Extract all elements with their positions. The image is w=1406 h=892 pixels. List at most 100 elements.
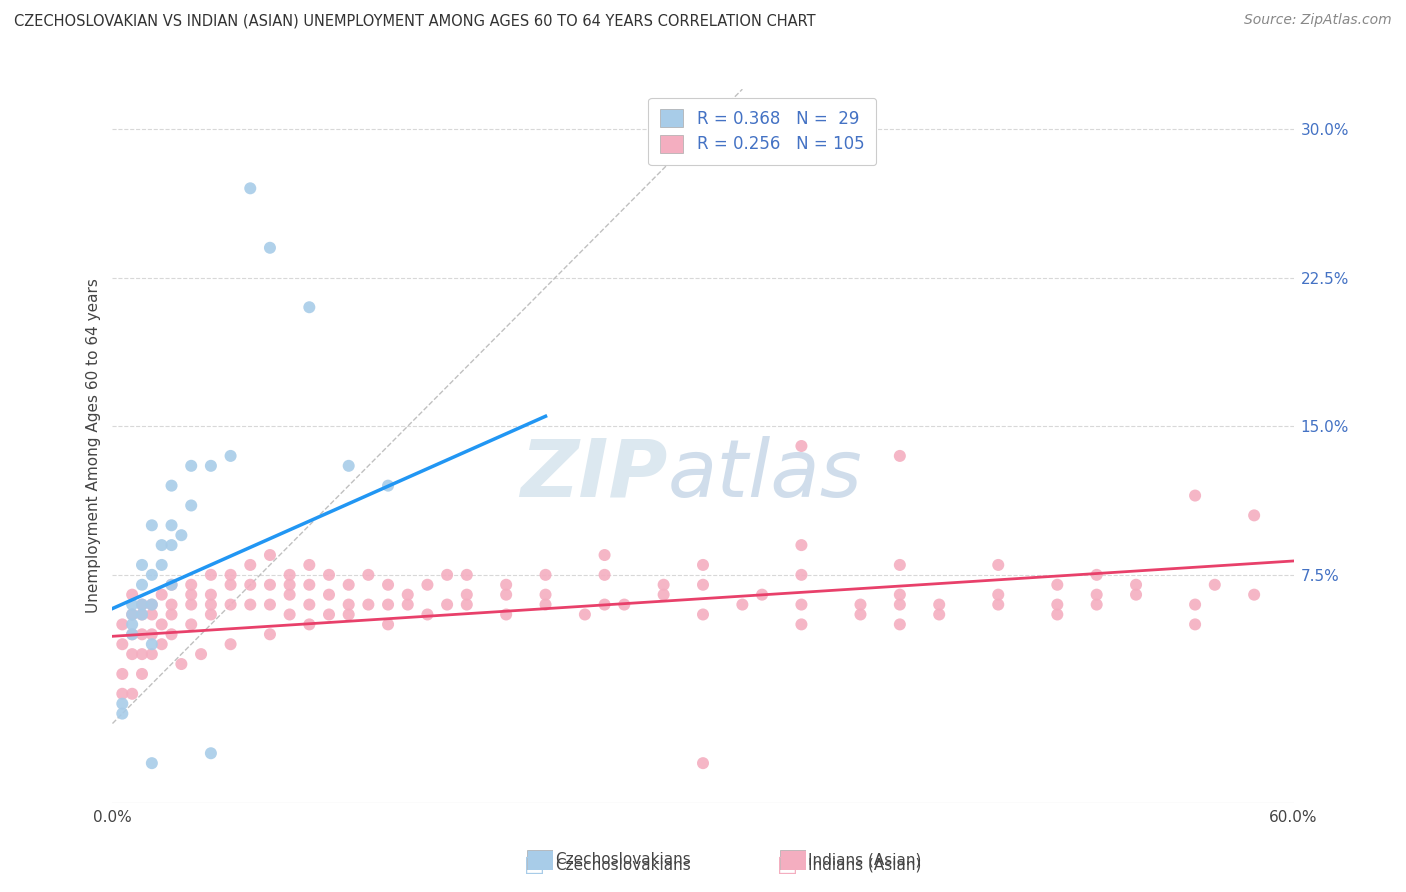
Point	[141, 647, 163, 661]
Point	[298, 300, 321, 314]
Point	[278, 588, 301, 602]
Point	[160, 627, 183, 641]
Point	[337, 598, 360, 612]
Point	[1085, 598, 1108, 612]
Point	[337, 607, 360, 622]
Point	[131, 558, 153, 572]
Point	[298, 617, 321, 632]
Point	[318, 588, 340, 602]
Point	[131, 598, 153, 612]
Point	[1204, 578, 1226, 592]
Point	[131, 578, 153, 592]
Point	[239, 598, 262, 612]
Text: CZECHOSLOVAKIAN VS INDIAN (ASIAN) UNEMPLOYMENT AMONG AGES 60 TO 64 YEARS CORRELA: CZECHOSLOVAKIAN VS INDIAN (ASIAN) UNEMPL…	[14, 13, 815, 29]
Point	[298, 578, 321, 592]
Point	[889, 588, 911, 602]
Point	[692, 607, 714, 622]
Point	[160, 518, 183, 533]
Y-axis label: Unemployment Among Ages 60 to 64 years: Unemployment Among Ages 60 to 64 years	[86, 278, 101, 614]
Point	[170, 657, 193, 671]
Point	[416, 607, 439, 622]
Point	[534, 598, 557, 612]
Point	[987, 558, 1010, 572]
Point	[111, 706, 134, 721]
Point	[200, 588, 222, 602]
Point	[160, 578, 183, 592]
Point	[131, 647, 153, 661]
Point	[1046, 578, 1069, 592]
Point	[131, 598, 153, 612]
Point	[180, 578, 202, 592]
Point	[889, 617, 911, 632]
Point	[849, 598, 872, 612]
Point	[1243, 508, 1265, 523]
Point	[111, 617, 134, 632]
Point	[121, 647, 143, 661]
Point	[278, 567, 301, 582]
Point	[219, 449, 242, 463]
Point	[1046, 607, 1069, 622]
Point	[987, 588, 1010, 602]
Point	[259, 627, 281, 641]
Point	[456, 598, 478, 612]
Point	[121, 687, 143, 701]
Point	[731, 598, 754, 612]
Point	[1184, 617, 1206, 632]
Point	[200, 598, 222, 612]
Point	[652, 578, 675, 592]
Point	[318, 567, 340, 582]
Point	[141, 627, 163, 641]
Text: Indians (Asian): Indians (Asian)	[808, 853, 922, 867]
Point	[131, 607, 153, 622]
Point	[180, 499, 202, 513]
Point	[121, 627, 143, 641]
Point	[928, 607, 950, 622]
Point	[377, 598, 399, 612]
Text: Source: ZipAtlas.com: Source: ZipAtlas.com	[1244, 13, 1392, 28]
Point	[574, 607, 596, 622]
Point	[180, 458, 202, 473]
Point	[219, 567, 242, 582]
Point	[692, 578, 714, 592]
Point	[121, 588, 143, 602]
Point	[180, 588, 202, 602]
Text: ZIP: ZIP	[520, 435, 668, 514]
Point	[416, 578, 439, 592]
Point	[141, 607, 163, 622]
Point	[1125, 578, 1147, 592]
Point	[278, 607, 301, 622]
Point	[495, 588, 517, 602]
Point	[1085, 567, 1108, 582]
Text: Czechoslovakians: Czechoslovakians	[555, 853, 692, 867]
Point	[357, 598, 380, 612]
Point	[259, 598, 281, 612]
Point	[298, 598, 321, 612]
Point	[456, 588, 478, 602]
Point	[200, 567, 222, 582]
Point	[790, 439, 813, 453]
Point	[1184, 598, 1206, 612]
Point	[180, 617, 202, 632]
Point	[456, 567, 478, 582]
Point	[160, 478, 183, 492]
Point	[111, 697, 134, 711]
Text: Indians (Asian): Indians (Asian)	[808, 858, 922, 872]
Point	[889, 449, 911, 463]
Point	[200, 607, 222, 622]
Point	[150, 588, 173, 602]
Point	[160, 538, 183, 552]
Point	[889, 558, 911, 572]
Point	[141, 598, 163, 612]
Point	[121, 607, 143, 622]
Point	[170, 528, 193, 542]
Point	[131, 627, 153, 641]
Point	[377, 617, 399, 632]
Point	[200, 746, 222, 760]
Point	[200, 458, 222, 473]
Point	[131, 607, 153, 622]
Point	[278, 578, 301, 592]
Point	[141, 567, 163, 582]
Point	[790, 567, 813, 582]
Point	[239, 181, 262, 195]
Text: atlas: atlas	[668, 435, 862, 514]
